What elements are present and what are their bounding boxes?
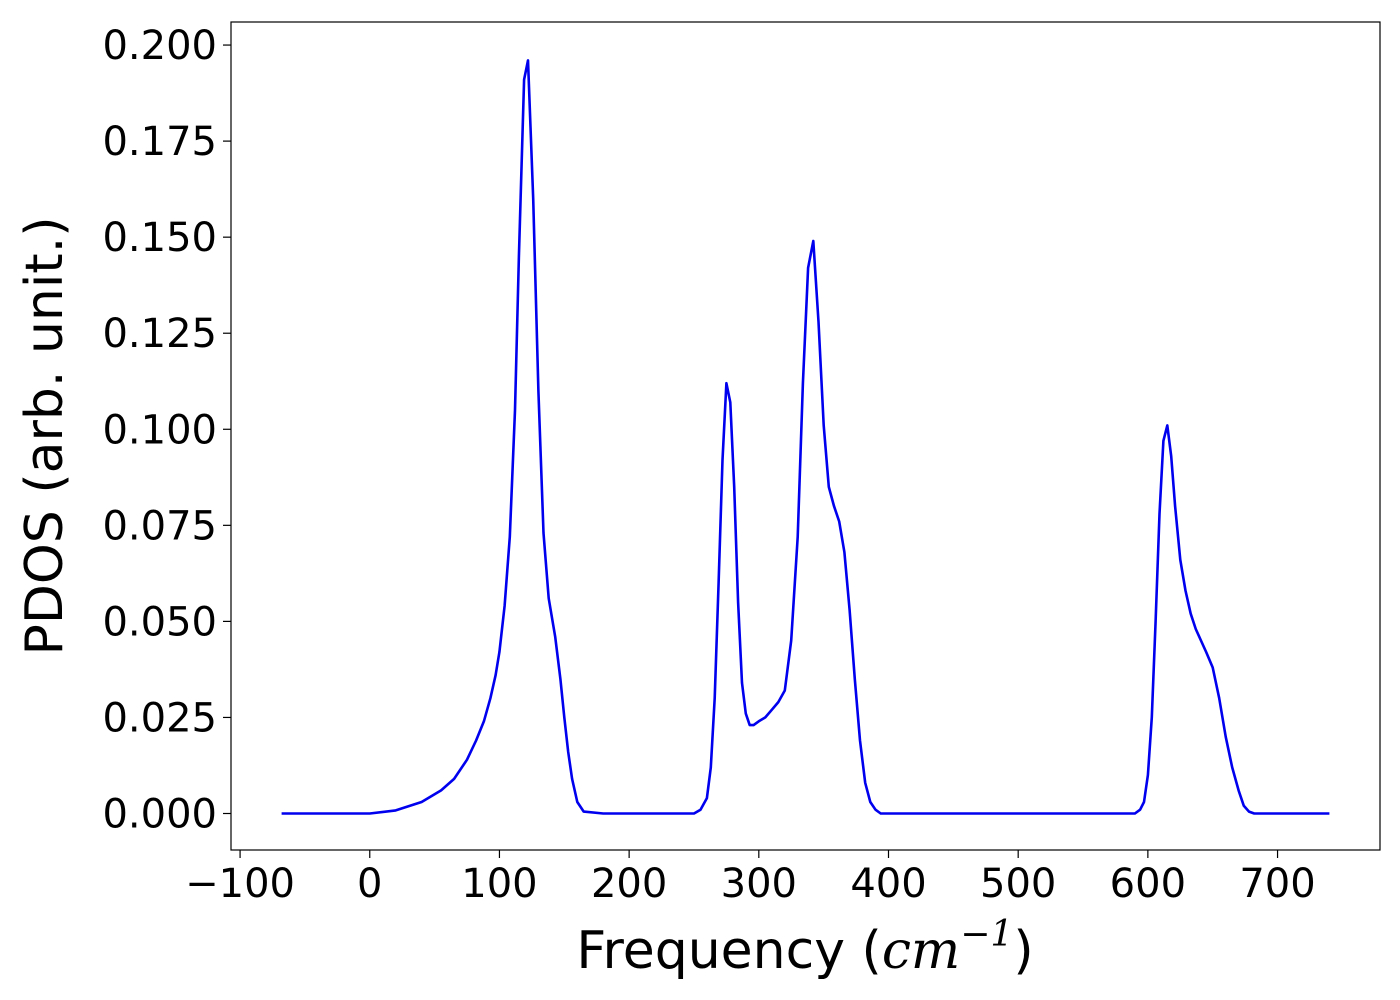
x-tick-label: 500 <box>980 861 1056 907</box>
y-axis-ticks: 0.000 0.025 0.050 0.075 0.100 0.125 0.150 0.175… <box>102 23 231 837</box>
y-tick-label: 0.025 <box>102 695 217 741</box>
y-tick-label: 0.125 <box>102 311 217 357</box>
x-tick-label: 0 <box>357 861 382 907</box>
x-axis-title-prefix: Frequency ( <box>576 921 881 981</box>
x-axis-title-exponent: −1 <box>960 914 1013 955</box>
x-axis-title-suffix: ) <box>1013 921 1033 981</box>
y-tick-label: 0.075 <box>102 503 217 549</box>
pdos-series-line <box>281 59 1330 815</box>
y-tick-label: 0.050 <box>102 599 217 645</box>
y-axis-title: PDOS (arb. unit.) <box>15 216 75 655</box>
x-tick-label: −100 <box>185 861 295 907</box>
axes-frame <box>230 21 1381 851</box>
y-tick-label: 0.175 <box>102 119 217 165</box>
x-axis-ticks: −100 0 100 200 300 400 500 600 700 <box>185 850 1316 907</box>
x-axis-title: Frequency (cm−1) <box>576 914 1033 981</box>
x-tick-label: 300 <box>721 861 797 907</box>
y-tick-label: 0.200 <box>102 23 217 69</box>
x-tick-label: 200 <box>591 861 667 907</box>
y-tick-label: 0.100 <box>102 407 217 453</box>
x-tick-label: 100 <box>461 861 537 907</box>
y-tick-label: 0.000 <box>102 791 217 837</box>
plot-area <box>281 59 1330 815</box>
y-tick-label: 0.150 <box>102 215 217 261</box>
x-axis-title-unit: cm <box>882 921 960 981</box>
x-tick-label: 600 <box>1110 861 1186 907</box>
x-tick-label: 400 <box>850 861 926 907</box>
x-tick-label: 700 <box>1239 861 1315 907</box>
